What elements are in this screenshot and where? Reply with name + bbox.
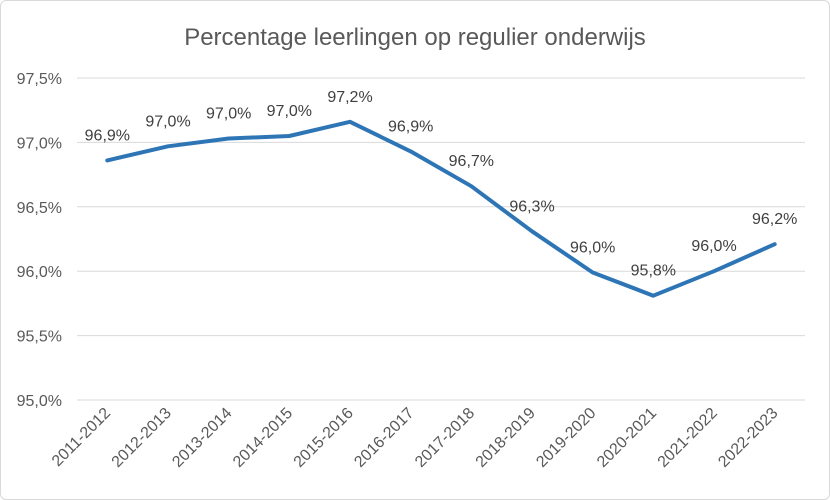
x-tick-label: 2016-2017 [351,405,417,471]
data-label: 97,0% [145,113,190,130]
x-axis-ticks: 2011-20122012-20132013-20142014-20152015… [49,405,782,471]
data-label: 96,7% [449,153,494,170]
data-label: 95,8% [631,263,676,280]
data-label: 96,2% [752,211,797,228]
data-label: 96,0% [691,238,736,255]
series-line [105,119,777,298]
x-tick-label: 2011-2012 [49,405,114,470]
data-label: 97,0% [267,103,312,120]
data-label: 96,9% [85,127,130,144]
y-tick-label: 95,5% [17,329,62,346]
y-tick-label: 96,5% [17,200,62,217]
data-labels: 96,9% 97,0% 97,0% 97,0% 97,2% 96,9% 96,7% 96,3%… [85,89,798,280]
x-tick-label: 2020-2021 [594,405,660,471]
data-label: 96,0% [570,239,615,256]
x-tick-label: 2019-2020 [533,405,599,471]
x-tick-label: 2014-2015 [230,405,296,471]
data-label: 97,2% [327,89,372,106]
y-tick-label: 97,0% [17,135,62,152]
x-tick-label: 2015-2016 [291,405,357,471]
x-tick-label: 2021-2022 [655,405,721,471]
x-tick-label: 2018-2019 [473,405,539,471]
y-tick-label: 97,5% [17,71,62,88]
data-label: 96,3% [509,198,554,215]
x-tick-label: 2022-2023 [715,405,781,471]
y-tick-label: 95,0% [17,393,62,410]
x-tick-label: 2012-2013 [109,405,175,471]
data-label: 96,9% [388,118,433,135]
x-tick-label: 2017-2018 [412,405,478,471]
data-label: 97,0% [206,106,251,123]
x-tick-label: 2013-2014 [169,405,235,471]
chart-title: Percentage leerlingen op regulier onderw… [184,24,646,51]
y-tick-label: 96,0% [17,264,62,281]
y-axis-ticks: 97,5% 97,0% 96,5% 96,0% 95,5% 95,0% [17,71,62,410]
